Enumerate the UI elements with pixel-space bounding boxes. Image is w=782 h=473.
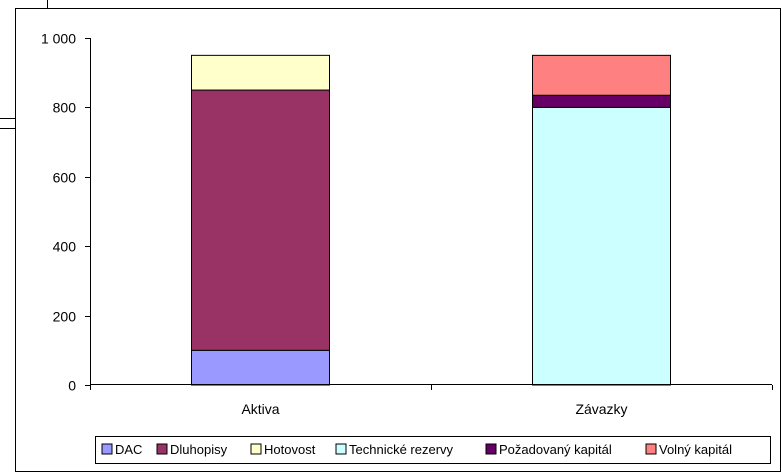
legend-label: Volný kapitál [659, 442, 732, 457]
bar-segment [532, 54, 671, 96]
legend-item: DAC [101, 442, 142, 457]
legend-item: Technické rezervy [335, 442, 454, 457]
y-tick-label: 600 [53, 170, 77, 186]
y-tick-label: 0 [68, 378, 76, 394]
y-tick-label: 200 [53, 309, 77, 325]
x-axis-ticks: Aktiva Závazky [90, 385, 773, 417]
bar-segment [191, 349, 330, 386]
legend-item: Požadovaný kapitál [485, 442, 612, 457]
y-axis-ticks: 0 200 400 600 800 1 000 [41, 31, 90, 394]
x-tick-label: Závazky [575, 401, 627, 417]
legend-swatch [645, 443, 657, 455]
legend-label: Požadovaný kapitál [499, 442, 612, 457]
x-tick-label: Aktiva [241, 401, 279, 417]
legend-label: Dluhopisy [170, 442, 228, 457]
legend-label: Hotovost [264, 442, 316, 457]
y-tick-label: 1 000 [41, 31, 76, 47]
y-tick-label: 400 [53, 239, 77, 255]
legend-label: DAC [115, 442, 142, 457]
y-tick-label: 800 [53, 100, 77, 116]
legend-item: Dluhopisy [156, 442, 228, 457]
bar-segment [191, 89, 330, 351]
legend: DAC Dluhopisy Hotovost Technické rezervy Pož… [101, 442, 732, 457]
legend-item: Hotovost [250, 442, 316, 457]
legend-swatch [485, 443, 497, 455]
legend-label: Technické rezervy [349, 442, 454, 457]
bar-segment [191, 54, 330, 91]
bar-segment [532, 94, 671, 108]
legend-swatch [250, 443, 262, 455]
legend-swatch [101, 443, 113, 455]
legend-swatch [156, 443, 168, 455]
legend-item: Volný kapitál [645, 442, 732, 457]
legend-box [95, 436, 771, 464]
plot-area [191, 54, 671, 386]
bar-segment [532, 106, 671, 386]
legend-swatch [335, 443, 347, 455]
